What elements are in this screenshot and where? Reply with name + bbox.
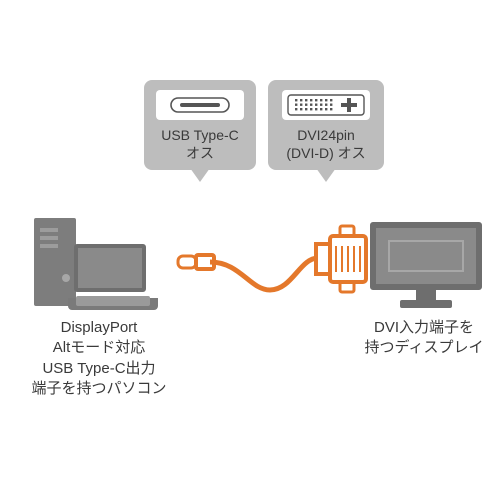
usb-c-port-icon bbox=[156, 90, 244, 120]
right-caption: DVI入力端子を 持つディスプレイ bbox=[356, 318, 492, 359]
callout-usb-c-line1: USB Type-C bbox=[150, 126, 250, 144]
callout-usb-c: USB Type-C オス bbox=[144, 80, 256, 170]
display-icon bbox=[370, 222, 482, 310]
callout-dvi-line1: DVI24pin bbox=[274, 126, 378, 144]
callout-dvi: DVI24pin (DVI-D) オス bbox=[268, 80, 384, 170]
callout-dvi-line2: (DVI-D) オス bbox=[274, 144, 378, 162]
callout-usb-c-line2: オス bbox=[150, 144, 250, 162]
left-caption: DisplayPort Altモード対応 USB Type-C出力 端子を持つパ… bbox=[24, 318, 174, 399]
dvi-port-icon bbox=[282, 90, 370, 120]
laptop-icon bbox=[68, 244, 158, 310]
